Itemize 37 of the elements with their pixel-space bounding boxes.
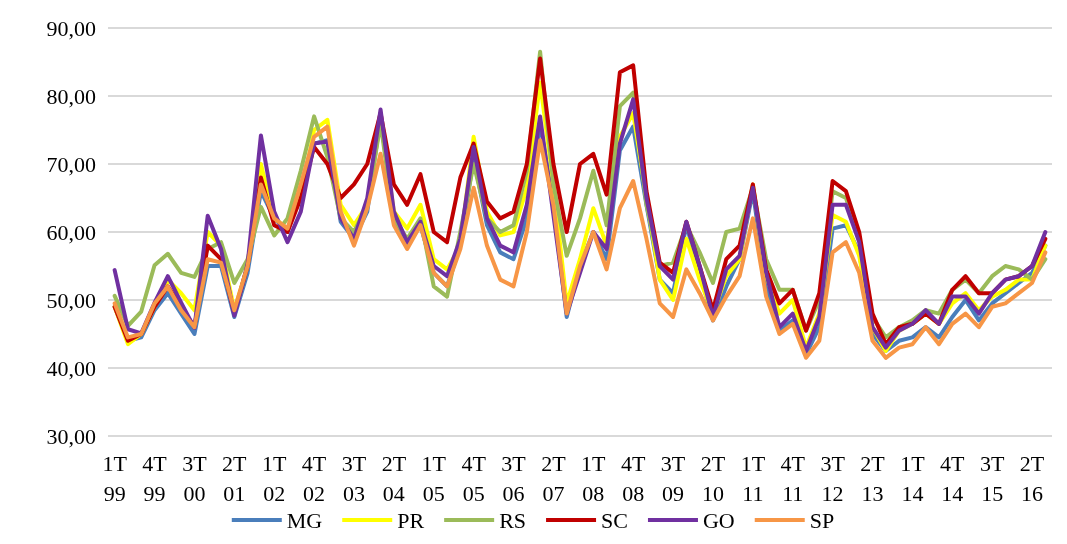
x-tick-label: 1T 05 bbox=[421, 450, 447, 506]
x-tick-label: 2T 16 bbox=[1019, 450, 1045, 506]
x-tick-label: 2T 10 bbox=[700, 450, 726, 506]
y-tick-label: 80,00 bbox=[46, 83, 96, 109]
x-tick-label: 2T 04 bbox=[381, 450, 407, 506]
legend-label: MG bbox=[286, 507, 323, 533]
x-tick-label: 4T 14 bbox=[940, 450, 966, 506]
x-tick-label: 4T 05 bbox=[461, 450, 487, 506]
y-tick-label: 70,00 bbox=[46, 151, 96, 177]
x-tick-label: 1T 14 bbox=[900, 450, 926, 506]
x-tick-label: 4T 99 bbox=[142, 450, 168, 506]
x-tick-label: 1T 02 bbox=[261, 450, 287, 506]
y-tick-label: 40,00 bbox=[46, 355, 96, 381]
x-tick-label: 3T 03 bbox=[341, 450, 367, 506]
x-tick-label: 4T 02 bbox=[301, 450, 327, 506]
x-tick-label: 4T 08 bbox=[620, 450, 646, 506]
y-tick-label: 60,00 bbox=[46, 219, 96, 245]
x-tick-label: 3T 00 bbox=[182, 450, 208, 506]
y-tick-label: 90,00 bbox=[46, 15, 96, 41]
x-tick-label: 1T 99 bbox=[102, 450, 128, 506]
x-tick-label: 3T 06 bbox=[501, 450, 527, 506]
legend-label: SP bbox=[809, 507, 835, 533]
x-tick-label: 2T 07 bbox=[541, 450, 567, 506]
x-tick-label: 2T 01 bbox=[222, 450, 248, 506]
x-tick-label: 3T 12 bbox=[820, 450, 846, 506]
legend-label: GO bbox=[702, 507, 735, 533]
x-tick-label: 2T 13 bbox=[860, 450, 886, 506]
legend-label: RS bbox=[499, 507, 527, 533]
legend-label: SC bbox=[601, 507, 628, 533]
x-tick-label: 1T 11 bbox=[740, 450, 766, 506]
y-tick-label: 30,00 bbox=[46, 423, 96, 449]
x-tick-label: 4T 11 bbox=[780, 450, 806, 506]
legend-label: PR bbox=[397, 507, 425, 533]
x-tick-label: 1T 08 bbox=[581, 450, 607, 506]
x-tick-label: 3T 15 bbox=[979, 450, 1005, 506]
y-tick-label: 50,00 bbox=[46, 287, 96, 313]
x-tick-label: 3T 09 bbox=[660, 450, 686, 506]
